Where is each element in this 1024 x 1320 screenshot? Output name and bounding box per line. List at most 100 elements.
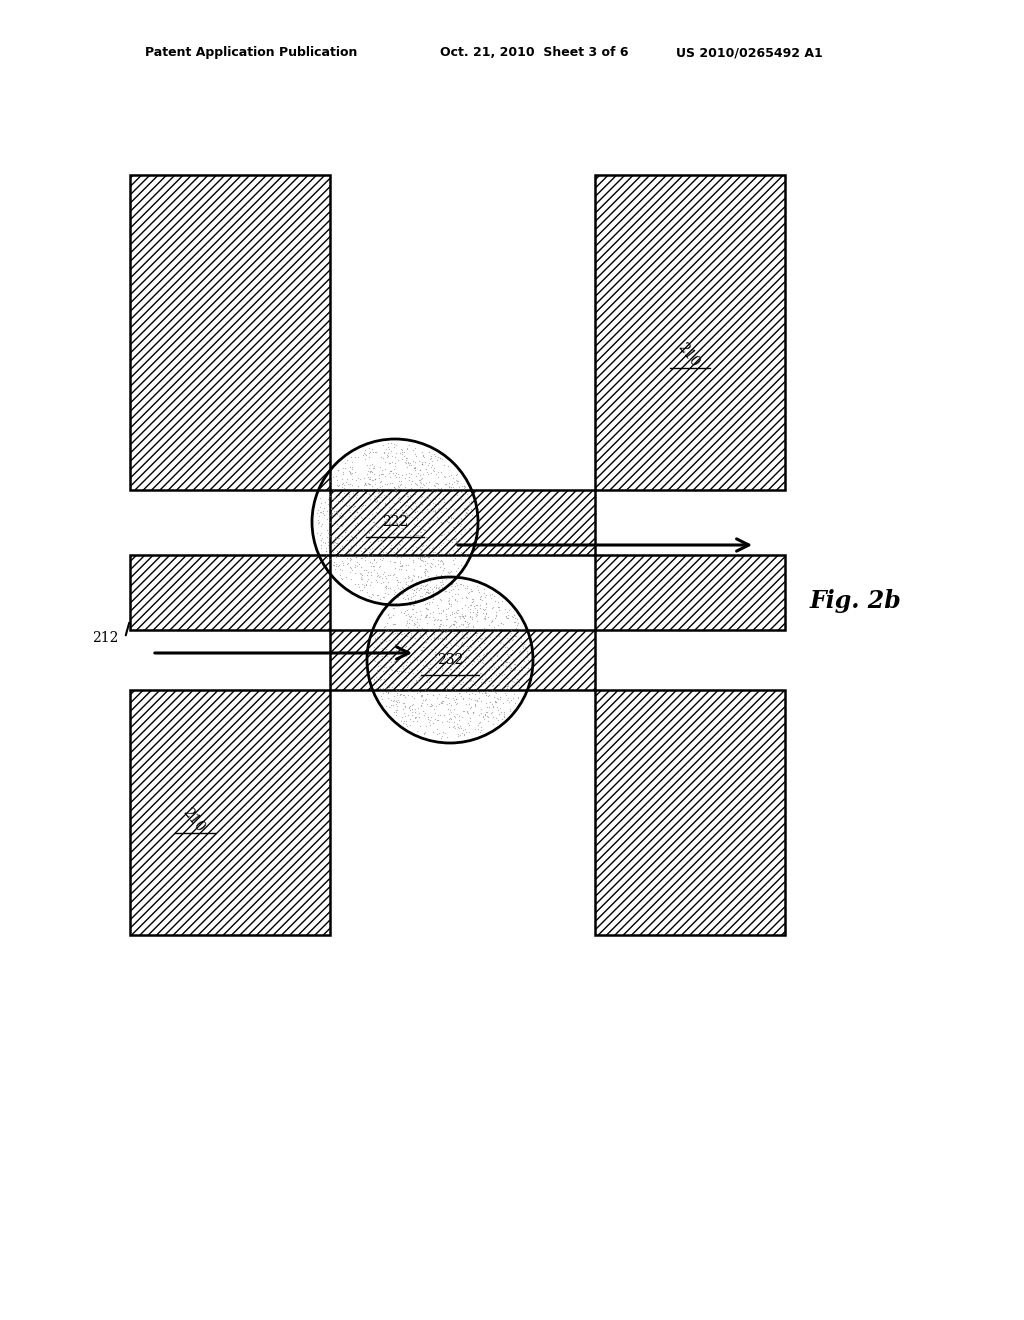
Point [412, 556, 428, 577]
Point [445, 539, 462, 560]
Point [385, 652, 401, 673]
Point [352, 536, 369, 557]
Point [460, 612, 476, 634]
Point [414, 620, 430, 642]
Point [333, 568, 349, 589]
Point [414, 694, 430, 715]
Point [387, 455, 403, 477]
Point [472, 586, 488, 607]
Point [481, 671, 498, 692]
Point [486, 686, 503, 708]
Point [458, 681, 474, 702]
Point [404, 599, 421, 620]
Point [389, 586, 406, 607]
Point [499, 627, 515, 648]
Bar [330, 490, 595, 554]
Point [420, 599, 436, 620]
Point [509, 614, 525, 635]
Point [417, 562, 433, 583]
Point [368, 539, 384, 560]
Point [414, 546, 430, 568]
Point [315, 498, 332, 519]
Point [421, 508, 437, 529]
Point [361, 488, 378, 510]
Point [424, 591, 440, 612]
Point [386, 598, 402, 619]
Point [490, 663, 507, 684]
Point [412, 624, 428, 645]
Point [359, 455, 376, 477]
Point [414, 442, 430, 463]
Point [478, 678, 495, 700]
Point [419, 684, 435, 705]
Point [334, 560, 350, 581]
Point [360, 527, 377, 548]
Point [431, 603, 447, 624]
Point [392, 510, 409, 531]
Point [335, 554, 351, 576]
Point [319, 519, 336, 540]
Point [377, 480, 393, 502]
Point [314, 500, 331, 521]
Point [477, 609, 494, 630]
Point [476, 672, 493, 693]
Point [460, 616, 476, 638]
Point [519, 640, 536, 661]
Point [382, 506, 398, 527]
Point [372, 537, 388, 558]
Point [409, 706, 425, 727]
Point [313, 527, 330, 548]
Point [346, 462, 362, 483]
Point [496, 704, 512, 725]
Point [322, 543, 338, 564]
Point [376, 669, 392, 690]
Point [493, 656, 509, 677]
Point [481, 673, 498, 694]
Point [392, 656, 409, 677]
Point [475, 649, 492, 671]
Point [319, 488, 336, 510]
Point [452, 717, 468, 738]
Point [412, 548, 428, 569]
Point [372, 457, 388, 478]
Point [354, 568, 371, 589]
Point [439, 561, 456, 582]
Point [472, 623, 488, 644]
Point [331, 545, 347, 566]
Point [388, 499, 404, 520]
Point [402, 606, 419, 627]
Point [496, 664, 512, 685]
Point [407, 492, 423, 513]
Point [357, 474, 374, 495]
Point [430, 474, 446, 495]
Point [465, 615, 481, 636]
Point [359, 561, 376, 582]
Point [415, 474, 431, 495]
Point [447, 616, 464, 638]
Point [439, 636, 456, 657]
Point [434, 615, 451, 636]
Point [429, 581, 445, 602]
Point [422, 602, 438, 623]
Point [469, 602, 485, 623]
Point [407, 444, 423, 465]
Point [433, 478, 450, 499]
Point [398, 450, 415, 471]
Point [478, 593, 495, 614]
Point [418, 664, 434, 685]
Point [388, 680, 404, 701]
Point [392, 634, 409, 655]
Point [401, 488, 418, 510]
Point [493, 649, 509, 671]
Point [326, 500, 342, 521]
Point [427, 499, 443, 520]
Point [323, 486, 339, 507]
Point [414, 639, 430, 660]
Point [390, 523, 407, 544]
Point [409, 508, 425, 529]
Point [408, 524, 424, 545]
Point [357, 576, 374, 597]
Point [399, 491, 416, 512]
Point [412, 459, 428, 480]
Point [489, 710, 506, 731]
